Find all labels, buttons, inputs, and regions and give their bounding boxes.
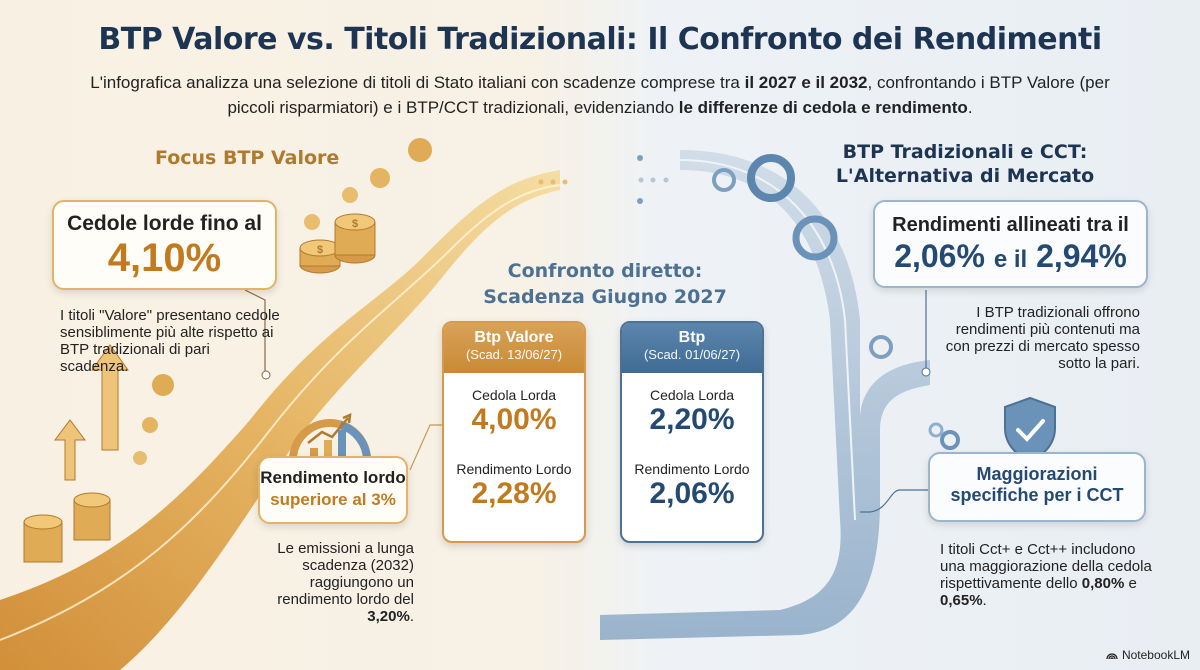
card-header: Btp Valore (Scad. 13/06/27) [444, 323, 584, 373]
allineati-description: I BTP tradizionali offrono rendimenti pi… [945, 304, 1140, 372]
allineati-label: Rendimenti allineati tra il [892, 214, 1129, 236]
rendimento-desc-value: 3,20% [367, 608, 410, 625]
rendimento-gauge-icon [289, 412, 371, 462]
subtitle-text: . [967, 98, 973, 117]
maggiorazioni-line1: Maggiorazioni [976, 464, 1098, 484]
cedola-label: Cedola Lorda [649, 387, 735, 403]
confronto-title-line1: Confronto diretto: [507, 260, 703, 282]
range-connector: e il [993, 246, 1028, 273]
focus-btp-valore-title: Focus BTP Valore [155, 147, 340, 169]
page-title: BTP Valore vs. Titoli Tradizionali: Il C… [98, 22, 1102, 57]
trad-title-line1: BTP Tradizionali e CCT: [842, 141, 1088, 163]
cct-plusplus-value: 0,65% [940, 592, 983, 609]
cedola-label: Cedola Lorda [471, 387, 557, 403]
brand-label: NotebookLM [1121, 648, 1190, 662]
cct-plus-value: 0,80% [1081, 575, 1125, 592]
subtitle-highlight: le differenze di cedola e rendimento [678, 98, 968, 117]
range-low-value: 2,06% [894, 238, 985, 274]
card-maturity: (Scad. 01/06/27) [643, 347, 741, 362]
cedole-callout: Cedole lorde fino al 4,10% [52, 200, 277, 290]
rendimento-description: Le emissioni a lunga scadenza (2032) rag… [252, 540, 414, 625]
svg-text:$: $ [352, 218, 358, 230]
card-name: Btp [678, 329, 706, 346]
cedola-value: 2,20% [649, 403, 735, 436]
rendimento-value: 2,06% [649, 477, 735, 510]
page-subtitle: L'infografica analizza una selezione di … [80, 70, 1120, 120]
cct-desc-text: e [1124, 575, 1137, 592]
card-header: Btp (Scad. 01/06/27) [622, 323, 762, 373]
cct-description: I titoli Cct+ e Cct++ includono una magg… [940, 541, 1160, 609]
rendimento-desc-text: Le emissioni a lunga scadenza (2032) rag… [277, 540, 414, 608]
trad-title-line2: L'Alternativa di Mercato [835, 165, 1095, 187]
subtitle-text: L'infografica analizza una selezione di … [90, 73, 745, 92]
card-maturity: (Scad. 13/06/27) [465, 347, 563, 362]
card-name: Btp Valore [474, 329, 554, 346]
rendimento-label: Rendimento lordo [260, 468, 406, 487]
subtitle-text: , confrontando i BTP Valore (per piccoli… [227, 73, 1110, 117]
btp-card: Btp (Scad. 01/06/27) Cedola Lorda 2,20% … [620, 321, 764, 543]
rendimento-desc-text: . [409, 608, 414, 625]
btp-valore-card: Btp Valore (Scad. 13/06/27) Cedola Lorda… [442, 321, 586, 543]
rendimento-callout: Rendimento lordo superiore al 3% [258, 456, 408, 524]
confronto-title: Confronto diretto: Scadenza Giugno 2027 [480, 258, 730, 310]
cedole-value: 4,10% [107, 236, 222, 280]
confronto-title-line2: Scadenza Giugno 2027 [483, 286, 727, 308]
maggiorazioni-callout: Maggiorazioni specifiche per i CCT [928, 452, 1146, 522]
rendimento-label: Rendimento Lordo [456, 461, 572, 477]
svg-text:$: $ [317, 244, 323, 256]
rendimenti-allineati-callout: Rendimenti allineati tra il 2,06% e il 2… [873, 200, 1148, 288]
rendimento-highlight: superiore al 3% [270, 490, 396, 509]
maggiorazioni-line2: specifiche per i CCT [950, 485, 1124, 505]
cct-desc-text: I titoli Cct+ e Cct++ includono una magg… [940, 541, 1152, 592]
coin-stack-icon: $ $ [299, 213, 376, 274]
allineati-range: 2,06% e il 2,94% [875, 237, 1146, 279]
blue-road-shape [600, 150, 930, 640]
subtitle-highlight: il 2027 e il 2032 [744, 73, 868, 92]
gold-road-shape [0, 170, 560, 670]
cedola-value: 4,00% [471, 403, 557, 436]
rendimento-value: 2,28% [471, 477, 557, 510]
cct-desc-text: . [982, 592, 987, 609]
cedole-description: I titoli "Valore" presentano cedole sens… [60, 307, 280, 375]
notebooklm-watermark: NotebookLM [1106, 648, 1190, 662]
cedole-label: Cedole lorde fino al [67, 212, 262, 235]
btp-tradizionali-title: BTP Tradizionali e CCT: L'Alternativa di… [835, 140, 1095, 188]
range-high-value: 2,94% [1036, 238, 1127, 274]
growth-arrows-icon [23, 344, 129, 563]
notebooklm-logo-icon [1106, 653, 1118, 660]
rendimento-label: Rendimento Lordo [634, 461, 750, 477]
